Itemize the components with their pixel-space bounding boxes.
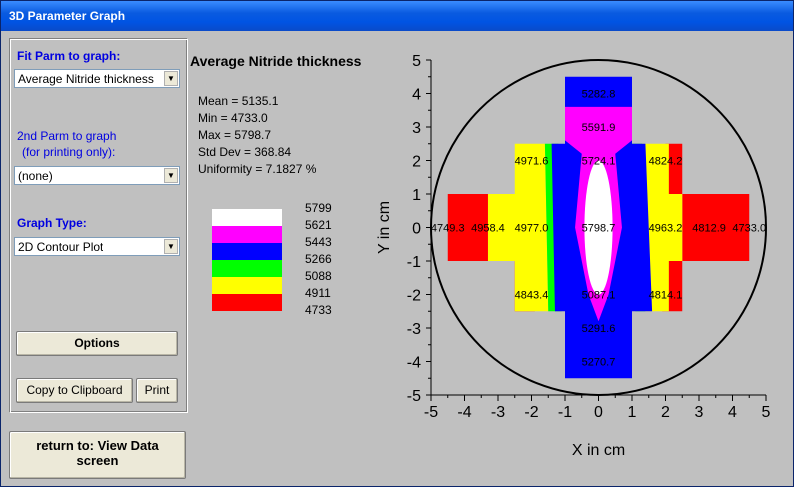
stat-max: Max = 5798.7 xyxy=(198,128,272,142)
y-tick-label: 2 xyxy=(412,154,421,171)
legend-value: 5621 xyxy=(305,218,332,232)
fit-parm-label: Fit Parm to graph: xyxy=(17,49,121,63)
legend-value: 4733 xyxy=(305,303,332,317)
controls-panel xyxy=(10,39,188,413)
return-to-view-data-button[interactable]: return to: View Data screen xyxy=(9,431,186,479)
x-tick-label: 0 xyxy=(594,404,603,421)
legend-swatch-green xyxy=(212,260,282,277)
window-title: 3D Parameter Graph xyxy=(9,9,126,23)
data-label: 4977.0 xyxy=(515,223,549,235)
chevron-down-icon[interactable]: ▼ xyxy=(164,239,178,254)
legend-swatch-white xyxy=(212,209,282,226)
graph-type-select[interactable]: 2D Contour Plot ▼ xyxy=(14,237,180,256)
data-label: 5282.8 xyxy=(582,89,616,101)
plot-title: Average Nitride thickness xyxy=(190,53,362,69)
options-button[interactable]: Options xyxy=(16,331,178,356)
contour-region xyxy=(487,143,549,312)
y-tick-label: 1 xyxy=(412,187,421,204)
x-tick-label: 2 xyxy=(661,404,670,421)
legend-value: 5799 xyxy=(305,201,332,215)
graph-type-value: 2D Contour Plot xyxy=(18,240,104,254)
legend-swatch-yellow xyxy=(212,277,282,294)
copy-to-clipboard-button[interactable]: Copy to Clipboard xyxy=(16,378,133,403)
data-label: 4843.4 xyxy=(515,290,549,302)
fit-parm-value: Average Nitride thickness xyxy=(18,72,154,86)
contour-region xyxy=(584,160,613,295)
y-tick-label: -1 xyxy=(407,254,421,271)
y-tick-label: 0 xyxy=(412,221,421,238)
chevron-down-icon[interactable]: ▼ xyxy=(164,71,178,86)
data-label: 4812.9 xyxy=(692,223,726,235)
x-tick-label: -5 xyxy=(424,404,438,421)
data-label: 5291.6 xyxy=(582,323,616,335)
contour-region xyxy=(665,143,683,194)
second-parm-select[interactable]: (none) ▼ xyxy=(14,166,180,185)
stat-min: Min = 4733.0 xyxy=(198,111,268,125)
y-tick-label: 4 xyxy=(412,87,421,104)
return-button-line1: return to: View Data xyxy=(36,438,159,453)
x-tick-label: -1 xyxy=(558,404,572,421)
legend-value: 5443 xyxy=(305,235,332,249)
x-tick-label: 1 xyxy=(628,404,637,421)
data-label: 4963.2 xyxy=(649,223,683,235)
chevron-down-icon[interactable]: ▼ xyxy=(164,168,178,183)
second-parm-value: (none) xyxy=(18,169,53,183)
x-tick-label: 5 xyxy=(762,404,771,421)
y-axis-label: Y in cm xyxy=(376,201,393,254)
legend-value: 4911 xyxy=(305,286,331,300)
legend-swatch-blue xyxy=(212,243,282,260)
second-parm-label-sub: (for printing only): xyxy=(22,145,116,159)
data-label: 4971.6 xyxy=(515,156,549,168)
y-tick-label: 5 xyxy=(412,53,421,70)
legend-value: 5266 xyxy=(305,252,332,266)
x-tick-label: -3 xyxy=(491,404,505,421)
y-tick-label: -4 xyxy=(407,355,421,372)
x-tick-label: -2 xyxy=(524,404,538,421)
x-tick-label: 3 xyxy=(695,404,704,421)
y-tick-label: -5 xyxy=(407,388,421,405)
data-label: 4814.1 xyxy=(649,290,683,302)
contour-region xyxy=(682,194,750,261)
y-tick-label: 3 xyxy=(412,120,421,137)
legend-value: 5088 xyxy=(305,269,332,283)
data-label: 5591.9 xyxy=(582,122,616,134)
stat-stddev: Std Dev = 368.84 xyxy=(198,145,292,159)
y-tick-label: -3 xyxy=(407,321,421,338)
graph-type-label: Graph Type: xyxy=(17,216,87,230)
data-label: 4733.0 xyxy=(732,223,766,235)
data-label: 5270.7 xyxy=(582,357,616,369)
second-parm-label: 2nd Parm to graph xyxy=(17,129,117,143)
x-axis-label: X in cm xyxy=(572,442,625,459)
data-label: 4824.2 xyxy=(649,156,683,168)
x-tick-label: -4 xyxy=(457,404,471,421)
stat-mean: Mean = 5135.1 xyxy=(198,94,279,108)
print-button[interactable]: Print xyxy=(136,378,178,403)
title-bar: 3D Parameter Graph xyxy=(1,1,793,31)
x-tick-label: 4 xyxy=(728,404,737,421)
legend-swatch-magenta xyxy=(212,226,282,243)
data-label: 5087.1 xyxy=(582,290,616,302)
y-tick-label: -2 xyxy=(407,288,421,305)
stat-uniformity: Uniformity = 7.1827 % xyxy=(198,162,317,176)
data-label: 5798.7 xyxy=(582,223,616,235)
data-label: 4749.3 xyxy=(431,223,465,235)
fit-parm-select[interactable]: Average Nitride thickness ▼ xyxy=(14,69,180,88)
data-label: 5724.1 xyxy=(582,156,616,168)
contour-region xyxy=(642,143,683,312)
return-button-line2: screen xyxy=(76,453,119,468)
legend-swatch-red xyxy=(212,294,282,311)
data-label: 4958.4 xyxy=(471,223,505,235)
